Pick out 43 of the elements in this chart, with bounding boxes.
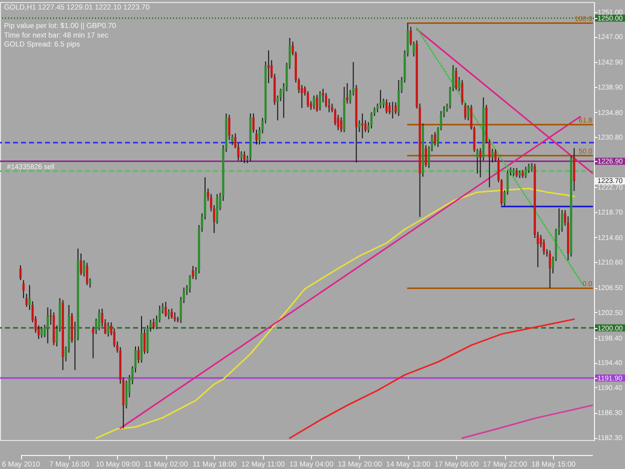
candlestick (40, 326, 43, 338)
candlestick (19, 264, 22, 281)
candlestick (398, 80, 400, 116)
candlestick (312, 95, 316, 110)
candlestick (573, 148, 576, 192)
candlestick (346, 82, 348, 104)
candlestick (467, 104, 470, 121)
candlestick (86, 262, 88, 286)
candlestick (168, 308, 170, 320)
candlestick (524, 166, 527, 178)
candlestick (455, 67, 458, 90)
candlestick (170, 308, 173, 320)
candlestick (137, 346, 140, 364)
candlestick (46, 306, 49, 344)
line-series (289, 318, 575, 439)
candlestick (318, 90, 322, 111)
candlestick (25, 293, 28, 308)
candlestick (316, 94, 318, 112)
candlestick (516, 168, 518, 178)
candlestick (340, 116, 342, 133)
candlestick (560, 210, 564, 232)
candlestick (107, 322, 110, 338)
candlestick (88, 278, 92, 288)
candlestick (98, 308, 100, 331)
candlestick (479, 148, 482, 178)
candlestick (370, 112, 373, 129)
candlestick (243, 150, 246, 164)
candlestick (392, 101, 394, 119)
candlestick (394, 102, 397, 115)
line-series (461, 404, 594, 439)
candlestick (461, 80, 464, 106)
candlestick (548, 250, 552, 289)
candlestick (306, 90, 310, 108)
candlestick (228, 114, 230, 141)
candlestick (80, 253, 82, 276)
candlestick (424, 144, 428, 168)
candlestick (464, 102, 466, 120)
candlestick (388, 102, 391, 115)
candlestick (267, 50, 270, 84)
candlestick (143, 328, 146, 354)
candlestick (361, 113, 364, 139)
candlestick (164, 301, 167, 318)
candlestick (174, 312, 176, 322)
